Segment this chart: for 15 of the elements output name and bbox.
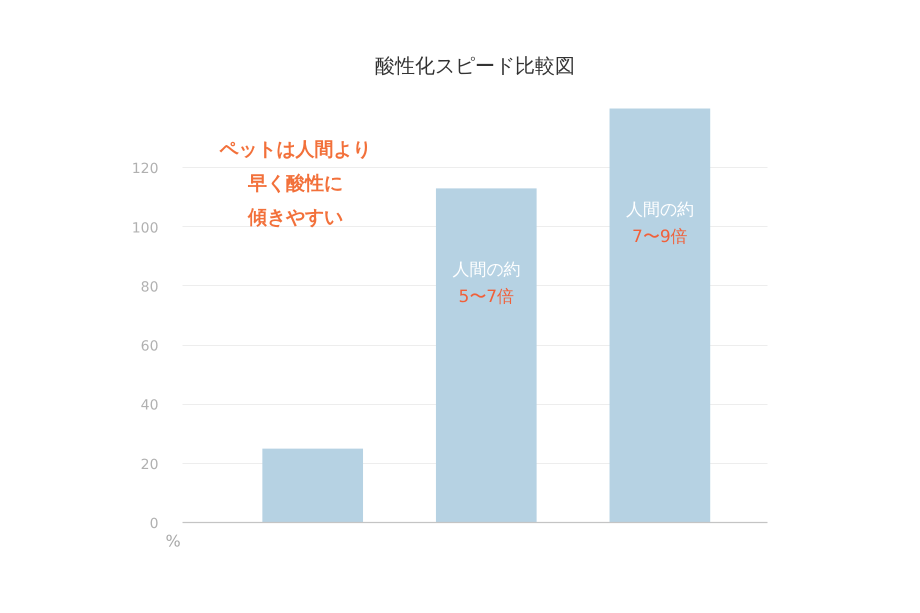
data-label: 人間の約 7〜9倍 xyxy=(626,200,694,247)
y-tick-label: 0 xyxy=(150,516,159,532)
y-tick-label: 100 xyxy=(132,220,159,236)
y-tick-label: 80 xyxy=(140,279,159,296)
data-label: 人間の約 5〜7倍 xyxy=(452,260,520,308)
y-tick-label: 40 xyxy=(140,398,159,414)
y-tick-label: 20 xyxy=(140,456,159,473)
bar xyxy=(610,108,710,522)
y-axis-title: % xyxy=(166,532,181,550)
chart-title: 酸性化スピード比較図 xyxy=(375,54,575,78)
bar xyxy=(262,448,364,522)
y-tick-label: 120 xyxy=(132,161,159,178)
bar xyxy=(436,188,537,522)
y-tick-label: 60 xyxy=(140,338,159,355)
annotation: ペットは人間より早く酸性に傾きやすい xyxy=(218,138,372,229)
